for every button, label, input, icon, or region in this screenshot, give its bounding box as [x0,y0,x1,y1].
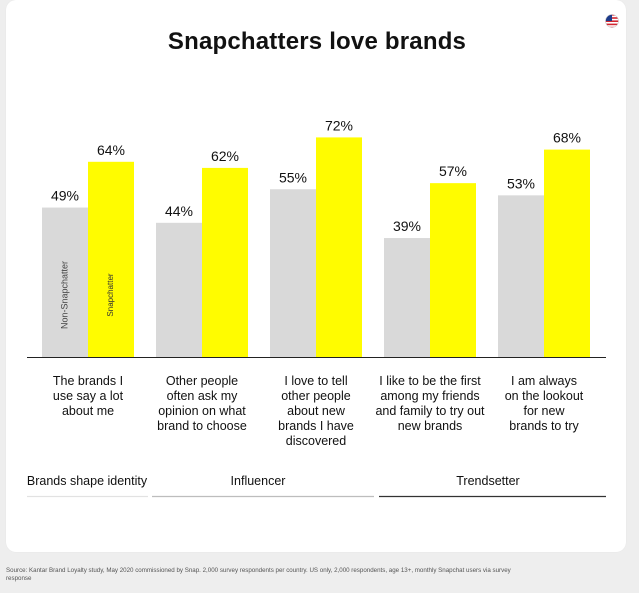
value-label: 44% [165,203,193,219]
us-flag-icon [605,14,619,28]
source-note: Source: Kantar Brand Loyalty study, May … [6,567,511,582]
value-label: 55% [279,169,307,185]
value-label: 53% [507,175,535,191]
value-label: 72% [325,117,353,133]
bar-non-snapchatter-4 [498,195,544,357]
category-label: I am always on the lookout for new brands t… [505,374,584,433]
value-label: 49% [51,188,79,204]
group-label: Influencer [231,474,286,488]
chart-title: Snapchatters love brands [167,28,467,55]
value-label: 68% [553,130,581,146]
category-label: Other people often ask my opinion on what b… [157,374,247,433]
bar-non-snapchatter-2 [270,189,316,357]
group-label: Brands shape identity [27,474,148,488]
group-label: Trendsetter [456,474,519,488]
bar-non-snapchatter-1 [156,222,202,357]
category-label: I like to be the first among my friends an… [375,374,485,433]
value-label: 57% [439,163,467,179]
value-label: 62% [211,148,239,164]
bar-snapchatter-1 [202,167,248,357]
value-label: 39% [393,218,421,234]
bar-snapchatter-4 [544,149,590,357]
legend-label-snapchatter: Snapchatter [106,273,115,316]
category-label: I love to tell other people about new brand… [278,374,354,448]
bar-snapchatter-2 [316,137,362,357]
bar-snapchatter-3 [430,183,476,357]
bar-snapchatter-0 [88,161,134,357]
legend-label-non-snapchatter: Non-Snapchatter [59,261,69,329]
value-label: 64% [97,142,125,158]
bar-non-snapchatter-0 [42,207,88,357]
bar-non-snapchatter-3 [384,238,430,357]
